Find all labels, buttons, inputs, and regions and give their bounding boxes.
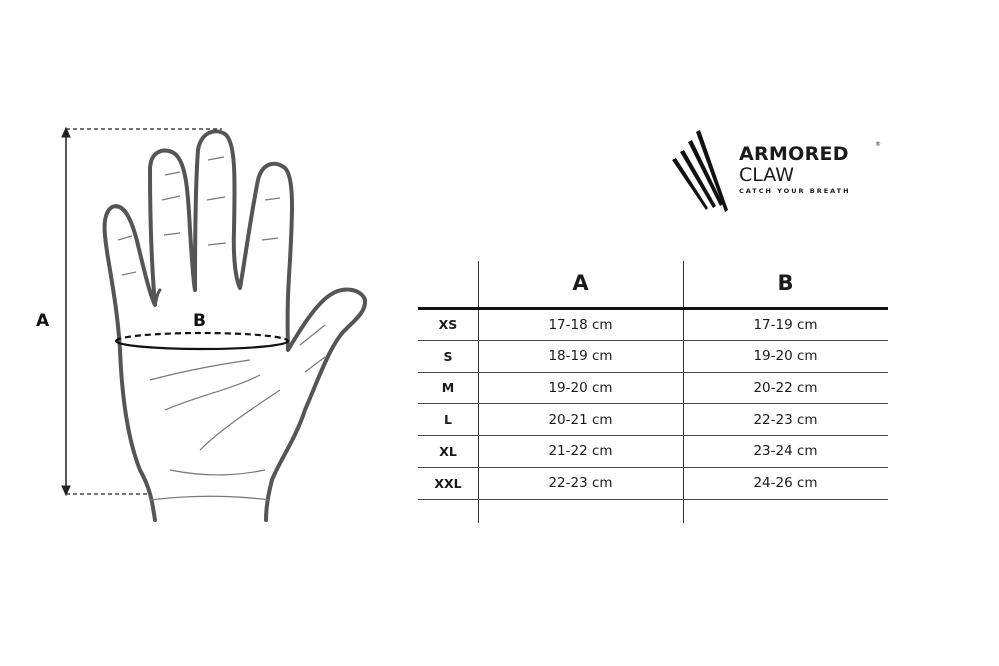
a-cell: 18-19 cm bbox=[548, 348, 613, 365]
b-cell: 17-19 cm bbox=[753, 316, 818, 333]
row-divider bbox=[418, 435, 888, 437]
column-divider bbox=[478, 261, 479, 523]
size-cell: XL bbox=[439, 443, 457, 459]
size-cell: XS bbox=[438, 317, 458, 332]
size-cell: S bbox=[443, 348, 453, 364]
claw-logo-icon bbox=[672, 130, 728, 212]
hand-creases bbox=[117, 156, 326, 501]
header-b: B bbox=[777, 271, 794, 295]
header-divider bbox=[418, 307, 888, 310]
b-cell: 20-22 cm bbox=[753, 379, 818, 396]
size-cell: M bbox=[441, 380, 455, 396]
a-cell: 17-18 cm bbox=[548, 316, 613, 333]
row-divider bbox=[418, 403, 888, 405]
column-divider bbox=[683, 261, 684, 523]
b-cell: 23-24 cm bbox=[753, 443, 818, 460]
table-row: M 19-20 cm 20-22 cm bbox=[418, 372, 888, 403]
brand-tagline: CATCH YOUR BREATH bbox=[739, 187, 851, 195]
table-row: S 18-19 cm 19-20 cm bbox=[418, 341, 888, 372]
table-row: XS 17-18 cm 17-19 cm bbox=[418, 309, 888, 340]
b-cell: 24-26 cm bbox=[753, 475, 818, 491]
size-cell: L bbox=[444, 412, 452, 428]
a-cell: 19-20 cm bbox=[548, 379, 613, 396]
hand-outline bbox=[102, 129, 368, 522]
measurement-b-ellipse bbox=[114, 331, 290, 351]
row-divider bbox=[418, 466, 888, 468]
size-table: A B XS 17-18 cm 17-19 cm S 18-19 cm 19-20 cm M… bbox=[418, 261, 888, 523]
label-a: A bbox=[36, 311, 50, 331]
a-cell: 22-23 cm bbox=[548, 475, 613, 491]
measurement-a-arrow bbox=[61, 126, 222, 497]
brand-name-line2: CLAW bbox=[739, 164, 795, 186]
brand-name-line1: ARMORED bbox=[739, 143, 849, 165]
a-cell: 20-21 cm bbox=[548, 411, 613, 428]
table-row: XL 21-22 cm 23-24 cm bbox=[418, 436, 888, 467]
b-cell: 22-23 cm bbox=[753, 411, 818, 428]
row-divider bbox=[418, 498, 888, 500]
table-row: L 20-21 cm 22-23 cm bbox=[418, 404, 888, 435]
registered-mark: ® bbox=[875, 141, 881, 148]
row-divider bbox=[418, 340, 888, 341]
table-row: XXL 22-23 cm 24-26 cm bbox=[418, 468, 888, 499]
header-a: A bbox=[572, 271, 589, 295]
b-cell: 19-20 cm bbox=[753, 348, 818, 365]
size-cell: XXL bbox=[434, 475, 462, 491]
row-divider bbox=[418, 371, 888, 373]
label-b: B bbox=[193, 311, 206, 331]
a-cell: 21-22 cm bbox=[548, 443, 613, 460]
